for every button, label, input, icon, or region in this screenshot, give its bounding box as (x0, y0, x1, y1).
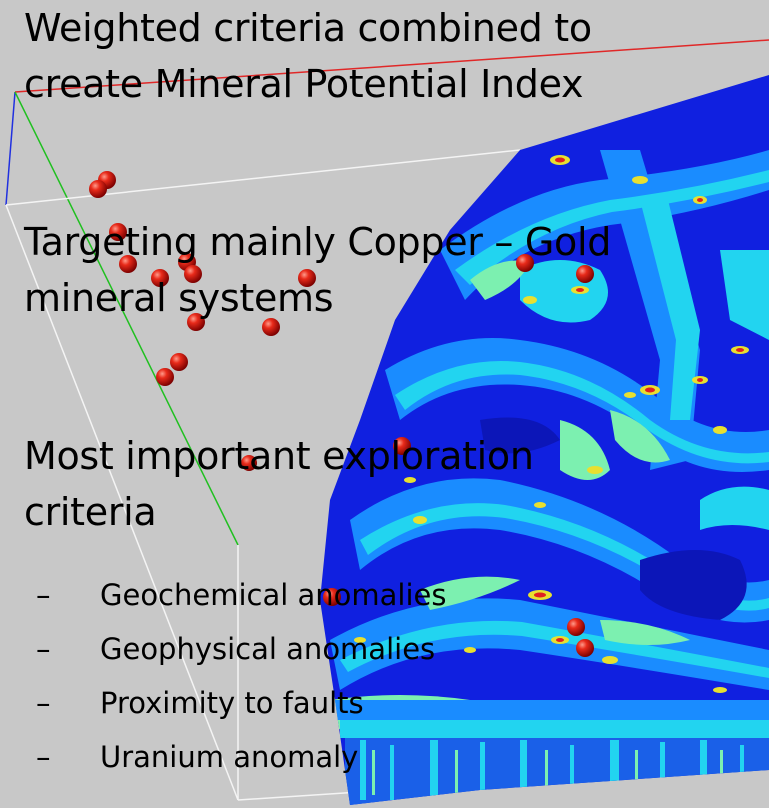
red-sphere-icon (119, 255, 137, 273)
deposit-markers (89, 171, 594, 657)
red-sphere-icon (262, 318, 280, 336)
box-edge-red (14, 39, 769, 93)
red-sphere-icon (576, 265, 594, 283)
red-sphere-icon (109, 223, 127, 241)
mineral-potential-surface (320, 75, 769, 805)
bounding-box (5, 39, 769, 801)
box-edge-blue (5, 91, 16, 206)
red-sphere-icon (576, 639, 594, 657)
red-sphere-icon (187, 313, 205, 331)
red-sphere-icon (516, 254, 534, 272)
box-edge-white (5, 204, 239, 801)
red-sphere-icon (567, 618, 585, 636)
red-sphere-icon (151, 269, 169, 287)
red-sphere-icon (241, 455, 257, 471)
red-sphere-icon (156, 368, 174, 386)
box-edge-green (14, 91, 239, 546)
red-sphere-icon (184, 265, 202, 283)
box-edge-white (5, 149, 521, 206)
red-sphere-icon (298, 269, 316, 287)
red-sphere-icon (89, 180, 107, 198)
high-potential-spots (354, 155, 749, 693)
red-sphere-icon (170, 353, 188, 371)
red-sphere-icon (393, 437, 411, 455)
red-sphere-icon (323, 588, 341, 606)
